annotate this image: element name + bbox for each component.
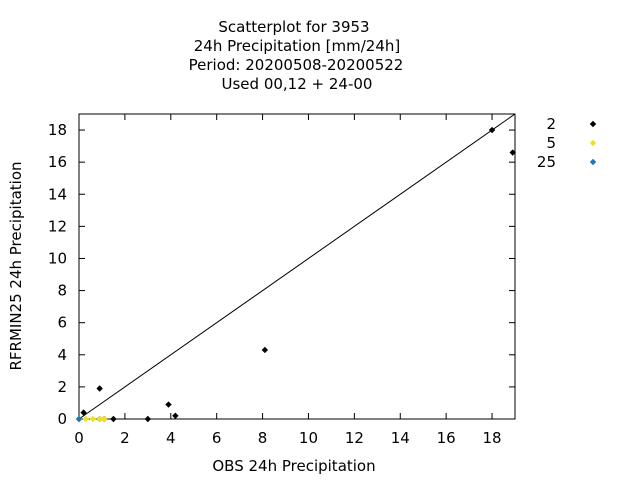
y-tick-label: 2 — [57, 378, 67, 396]
y-tick-label: 18 — [48, 121, 67, 139]
data-point-series-2 — [172, 412, 179, 419]
data-point-series-2 — [509, 149, 516, 156]
legend-label: 2 — [546, 115, 556, 133]
data-points — [75, 126, 516, 423]
y-tick-label: 16 — [48, 153, 67, 171]
x-axis-ticks: 0 2 4 6 8 10 12 14 16 18 — [74, 114, 502, 447]
title-line-3: Period: 20200508-20200522 — [189, 56, 404, 74]
y-tick-label: 12 — [48, 217, 67, 235]
x-tick-label: 0 — [74, 429, 84, 447]
data-point-series-2 — [80, 409, 87, 416]
x-tick-label: 8 — [258, 429, 268, 447]
plot-frame — [78, 113, 516, 420]
chart-title: Scatterplot for 3953 24h Precipitation [… — [189, 18, 404, 93]
data-point-series-5 — [89, 415, 96, 423]
data-point-series-2 — [488, 126, 496, 134]
data-point-series-5 — [101, 415, 108, 423]
x-tick-label: 14 — [391, 429, 410, 447]
title-line-2: 24h Precipitation [mm/24h] — [194, 37, 400, 55]
data-point-series-5 — [96, 415, 103, 423]
x-tick-label: 16 — [437, 429, 456, 447]
identity-line — [78, 113, 516, 420]
data-point-series-2 — [165, 401, 172, 408]
data-point-series-2 — [96, 385, 103, 392]
y-tick-label: 6 — [57, 314, 67, 332]
y-tick-label: 4 — [57, 346, 67, 364]
x-tick-label: 6 — [212, 429, 222, 447]
data-point-series-5 — [82, 415, 90, 423]
title-line-4: Used 00,12 + 24-00 — [222, 75, 373, 93]
legend-marker — [589, 158, 597, 166]
y-tick-label: 10 — [48, 249, 67, 267]
x-tick-label: 4 — [166, 429, 176, 447]
y-tick-label: 0 — [57, 410, 67, 428]
y-tick-label: 14 — [48, 185, 67, 203]
legend-label: 5 — [546, 134, 556, 152]
data-point-series-25 — [75, 415, 83, 423]
y-tick-label: 8 — [57, 282, 67, 300]
x-tick-label: 18 — [483, 429, 502, 447]
data-point-series-2 — [261, 346, 269, 354]
title-line-1: Scatterplot for 3953 — [218, 18, 369, 36]
legend-marker — [589, 139, 597, 147]
x-tick-label: 2 — [120, 429, 130, 447]
legend-label: 25 — [537, 153, 556, 171]
y-axis-ticks: 0 2 4 6 8 10 12 14 16 18 — [48, 121, 515, 428]
data-point-series-2 — [144, 415, 152, 423]
x-tick-label: 12 — [345, 429, 364, 447]
x-axis-label: OBS 24h Precipitation — [212, 457, 375, 475]
data-point-series-2 — [110, 415, 117, 423]
legend-marker — [589, 120, 597, 128]
x-tick-label: 10 — [299, 429, 318, 447]
y-axis-label: RFRMIN25 24h Precipitation — [7, 161, 25, 370]
